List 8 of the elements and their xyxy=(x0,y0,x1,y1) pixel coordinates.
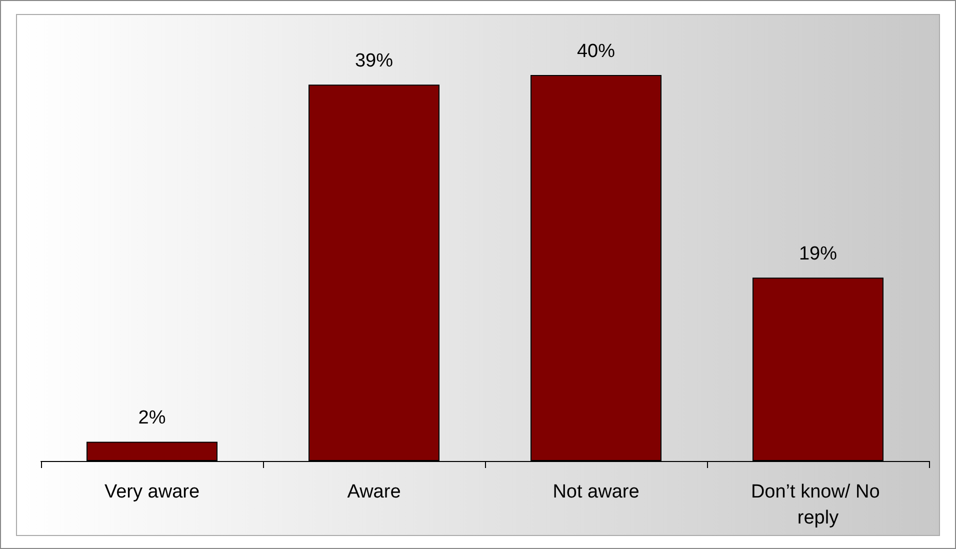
x-tick-label: Very aware xyxy=(104,482,200,502)
data-label: 2% xyxy=(138,408,166,429)
data-label: 39% xyxy=(354,50,394,72)
x-tick-label: Don’t know/ No reply xyxy=(750,482,886,528)
x-tick-label: Not aware xyxy=(552,482,640,502)
data-label: 40% xyxy=(576,41,616,62)
data-label: 19% xyxy=(798,244,838,265)
x-tick-label: Aware xyxy=(347,482,401,502)
